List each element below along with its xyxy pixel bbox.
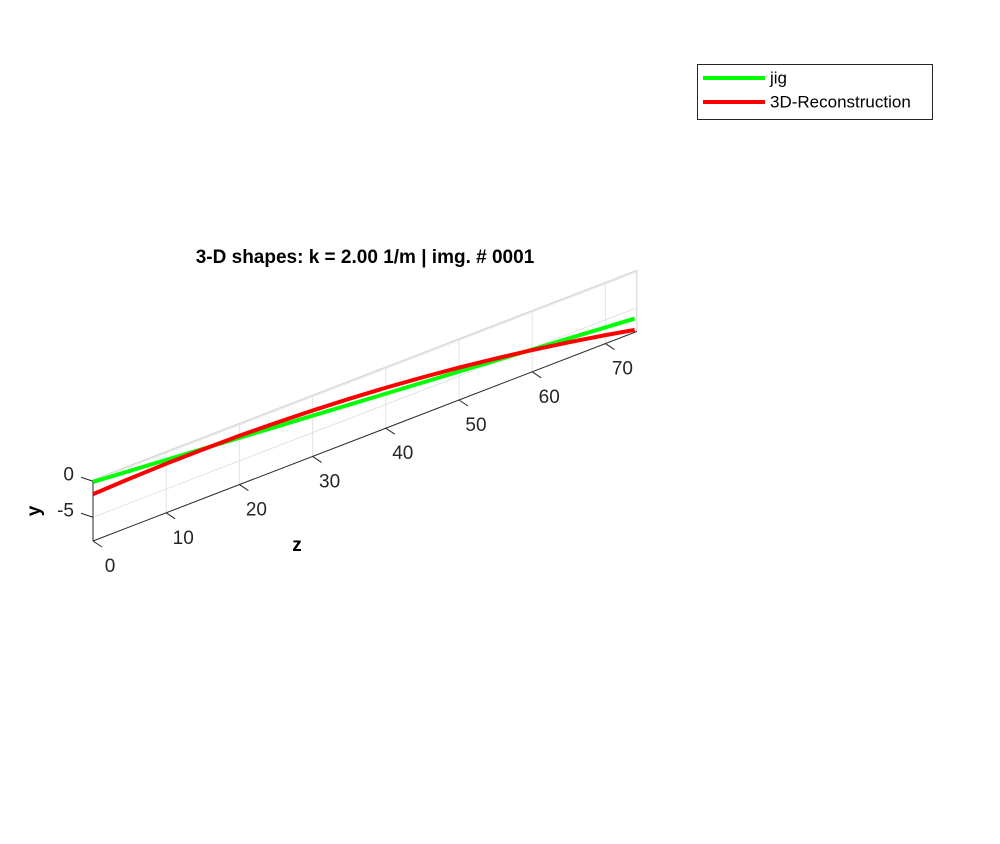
z-tick	[605, 343, 615, 351]
z-tick-label: 0	[105, 556, 116, 577]
z-tick	[531, 371, 542, 379]
y-tick	[80, 512, 94, 518]
grid-line	[92, 307, 638, 518]
z-tick	[92, 540, 103, 548]
z-tick-label: 40	[392, 443, 413, 464]
z-tick-label: 70	[612, 359, 633, 380]
legend-label: 3D-Reconstruction	[770, 92, 911, 111]
z-tick	[385, 427, 396, 435]
z-tick	[312, 455, 322, 463]
y-tick-label: 0	[63, 464, 74, 485]
chart-title: 3-D shapes: k = 2.00 1/m | img. # 0001	[196, 247, 535, 268]
z-tick-label: 20	[246, 500, 267, 521]
data-line	[92, 316, 636, 484]
axis-box	[92, 269, 638, 481]
legend-box	[697, 64, 933, 120]
y-axis-label: y	[24, 505, 45, 516]
z-tick	[239, 484, 249, 492]
z-tick-label: 10	[173, 528, 194, 549]
y-tick-label: -5	[57, 500, 74, 521]
legend-label: jig	[769, 68, 787, 87]
data-line	[92, 327, 636, 497]
z-tick	[165, 512, 176, 520]
y-tick	[80, 476, 94, 482]
grid-line	[92, 271, 638, 482]
z-tick	[458, 399, 469, 407]
z-tick-label: 50	[465, 415, 486, 436]
z-tick-label: 30	[319, 471, 340, 492]
z-axis	[92, 331, 638, 542]
z-axis-label: z	[292, 535, 302, 556]
z-tick-label: 60	[539, 387, 560, 408]
